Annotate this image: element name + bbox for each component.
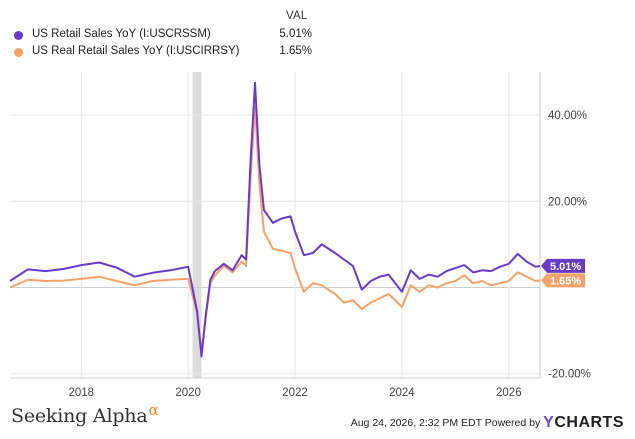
series-line-real bbox=[9, 105, 541, 354]
legend-series-name: US Real Retail Sales YoY (I:USCIRRSY) bbox=[32, 45, 240, 57]
logo-text: Seeking Alpha bbox=[11, 405, 148, 427]
legend-series-value: 1.65% bbox=[279, 45, 312, 57]
x-tick-label: 2026 bbox=[496, 387, 522, 399]
x-tick-label: 2020 bbox=[175, 387, 201, 399]
legend-dot-icon bbox=[14, 48, 23, 57]
ycharts-wordmark: CHARTS bbox=[554, 414, 624, 431]
legend-dot-icon bbox=[14, 31, 23, 40]
y-tick-label: 20.00% bbox=[548, 196, 587, 208]
x-tick-label: 2022 bbox=[282, 387, 308, 399]
timestamp: Aug 24, 2026, 2:32 PM EDT Powered by bbox=[350, 417, 541, 429]
end-tag-label: 5.01% bbox=[550, 261, 581, 273]
end-tag-real bbox=[541, 273, 585, 288]
y-tick-label: 40.00% bbox=[548, 110, 587, 122]
y-tick-label: -20.00% bbox=[548, 369, 591, 381]
series-line-nominal bbox=[9, 81, 541, 358]
end-tag-label: 1.65% bbox=[550, 275, 581, 287]
seeking-alpha-logo: Seeking Alphaα bbox=[11, 401, 159, 427]
x-tick-label: 2018 bbox=[68, 387, 94, 399]
recession-band bbox=[192, 72, 202, 378]
legend-item-nominal[interactable]: US Retail Sales YoY (I:USCRSSM) 5.01% bbox=[12, 28, 312, 44]
x-tick-label: 2024 bbox=[389, 387, 415, 399]
ycharts-logo: YCHARTS bbox=[543, 414, 624, 431]
legend-value-header: VAL bbox=[286, 10, 308, 22]
alpha-icon: α bbox=[148, 401, 159, 419]
legend-item-real[interactable]: US Real Retail Sales YoY (I:USCIRRSY) 1.… bbox=[12, 45, 312, 61]
attribution: Aug 24, 2026, 2:32 PM EDT Powered by YCH… bbox=[351, 414, 624, 432]
legend-series-value: 5.01% bbox=[279, 28, 312, 40]
ycharts-y-icon: Y bbox=[543, 414, 555, 431]
end-tag-nominal bbox=[541, 258, 585, 273]
legend-series-name: US Retail Sales YoY (I:USCRSSM) bbox=[32, 28, 211, 40]
